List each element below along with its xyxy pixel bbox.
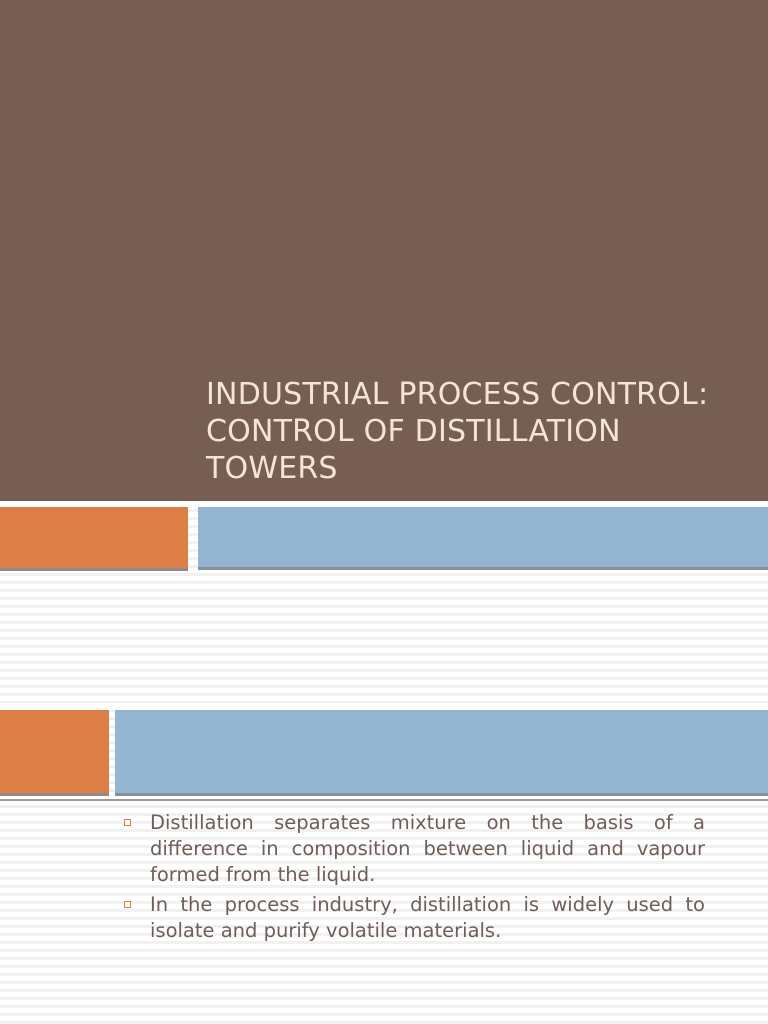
bullet-list: Distillation separates mixture on the ba… [120,810,705,948]
square-bullet-icon [124,901,131,908]
list-item: Distillation separates mixture on the ba… [120,810,705,888]
bullet-text: Distillation separates mixture on the ba… [150,811,705,886]
list-item: In the process industry, distillation is… [120,892,705,944]
orange-accent-block-2 [0,710,109,796]
slide-title: INDUSTRIAL PROCESS CONTROL: CONTROL OF D… [206,377,709,486]
blue-title-bar [115,710,768,796]
title-slide: INDUSTRIAL PROCESS CONTROL: CONTROL OF D… [0,0,768,501]
slide-divider [0,501,768,507]
bullet-text: In the process industry, distillation is… [150,893,705,942]
blue-header-bar [198,507,768,570]
divider-rule [0,799,768,801]
square-bullet-icon [124,819,131,826]
rule-gap [0,796,768,800]
slide-top-gap [0,703,768,710]
orange-accent-block [0,507,188,571]
